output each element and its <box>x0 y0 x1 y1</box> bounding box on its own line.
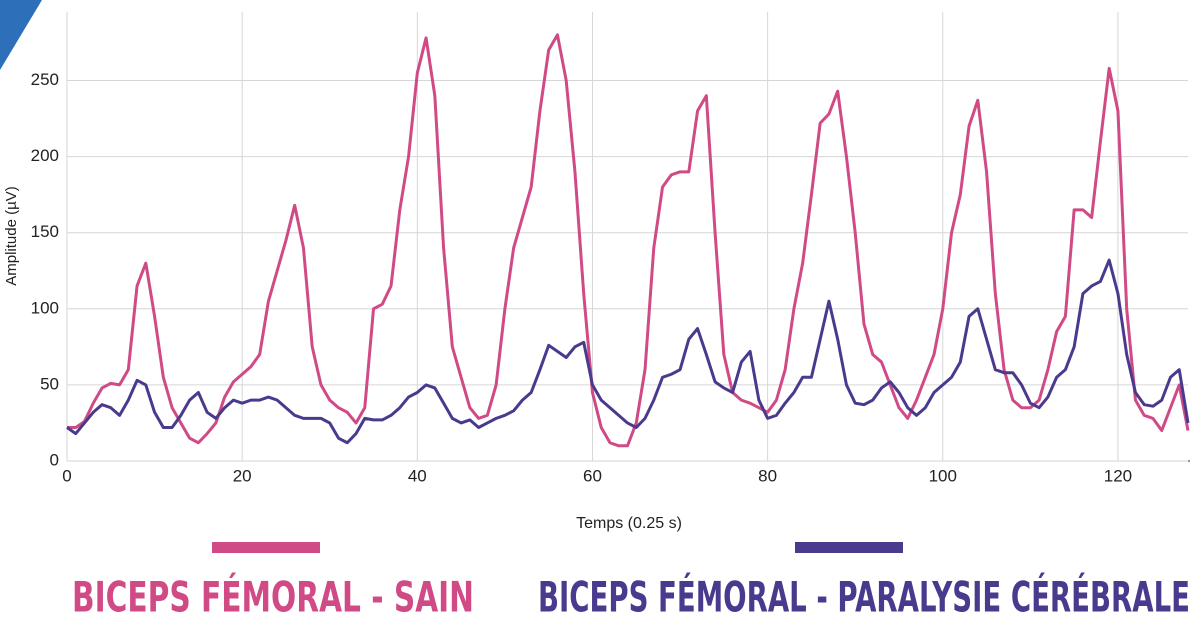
y-tick-label: 100 <box>31 298 59 317</box>
x-tick-label: 100 <box>929 466 957 485</box>
legend-swatch <box>212 542 320 553</box>
x-axis-label: Temps (0.25 s) <box>576 515 682 532</box>
x-tick-label: 20 <box>233 466 252 485</box>
y-tick-label: 250 <box>31 70 59 89</box>
y-tick-label: 0 <box>50 450 59 469</box>
corner-decoration <box>0 0 42 70</box>
y-tick-label: 50 <box>40 374 59 393</box>
x-tick-label: 80 <box>758 466 777 485</box>
legend-label: BICEPS FÉMORAL - SAIN <box>72 572 474 622</box>
legend-swatch <box>795 542 903 553</box>
x-tick-label: 60 <box>583 466 602 485</box>
x-tick-label: 0 <box>62 466 71 485</box>
y-tick-label: 200 <box>31 146 59 165</box>
x-tick-label: 40 <box>408 466 427 485</box>
x-tick-label: 120 <box>1104 466 1132 485</box>
y-tick-label: 150 <box>31 222 59 241</box>
y-axis-label: Amplitude (µV) <box>3 186 20 286</box>
legend-label: BICEPS FÉMORAL - PARALYSIE CÉRÉBRALE <box>538 572 1190 622</box>
series-line <box>66 258 1190 445</box>
series-line <box>67 33 1190 448</box>
